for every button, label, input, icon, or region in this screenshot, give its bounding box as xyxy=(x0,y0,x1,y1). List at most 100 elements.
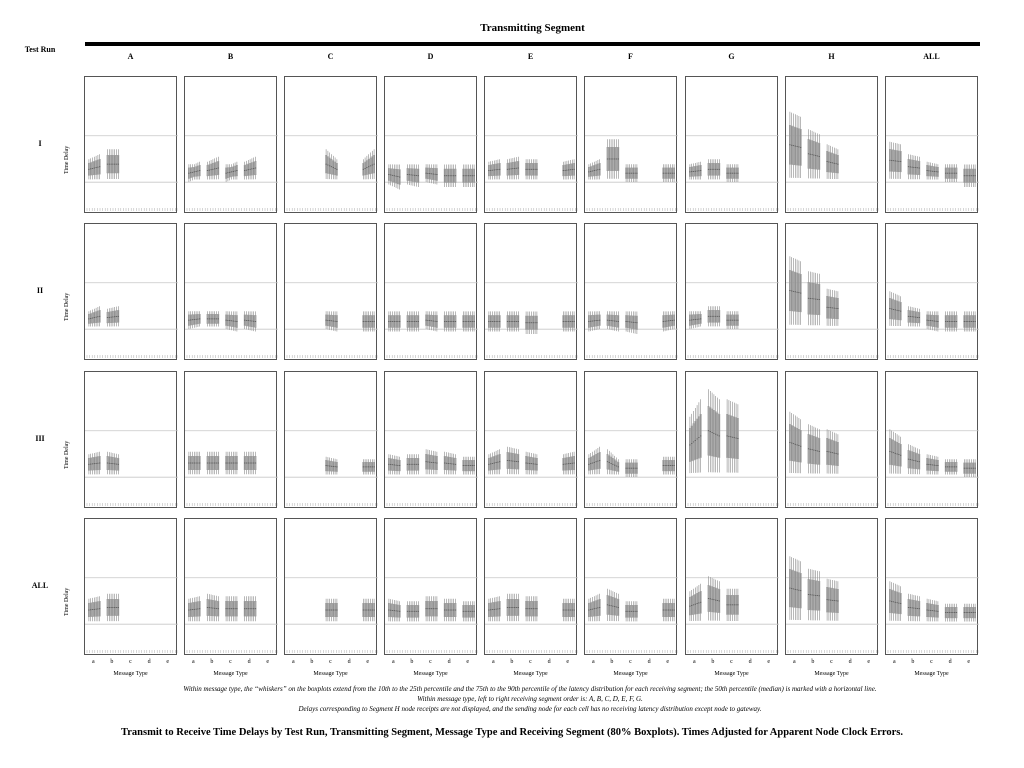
message-type-tick-label: d xyxy=(848,659,852,665)
panel-iii-b xyxy=(184,371,278,508)
panel-all-a xyxy=(84,518,178,655)
message-type-tick-label: c xyxy=(129,659,132,665)
message-type-tick-label: a xyxy=(792,659,796,665)
test-run-label: Test Run xyxy=(24,45,56,54)
x-axis-label: Message Type xyxy=(313,671,348,677)
x-axis-label: Message Type xyxy=(213,671,248,677)
y-axis-label: Time Delay xyxy=(64,587,70,616)
panel-plot xyxy=(485,577,578,653)
panel-i-g xyxy=(685,76,779,213)
panel-plot xyxy=(686,282,779,358)
panel-plot xyxy=(185,577,278,653)
row-header-i: I xyxy=(38,138,42,148)
message-type-tick-label: c xyxy=(930,659,933,665)
panel-plot xyxy=(786,256,879,358)
panel-i-b xyxy=(184,76,278,213)
column-header-d: D xyxy=(427,52,434,61)
header-rule xyxy=(85,42,980,46)
message-type-tick-label: c xyxy=(429,659,432,665)
row-header-iii: III xyxy=(35,433,45,443)
message-type-tick-label: b xyxy=(610,659,614,665)
column-header-a: A xyxy=(127,52,134,61)
panel-iii-d xyxy=(384,371,478,508)
panel-plot xyxy=(285,135,378,211)
message-type-tick-label: e xyxy=(867,659,871,665)
message-type-tick-label: e xyxy=(266,659,270,665)
panel-all-b xyxy=(184,518,278,655)
message-type-tick-label: e xyxy=(366,659,370,665)
message-type-tick-label: d xyxy=(447,659,451,665)
message-type-tick-label: c xyxy=(229,659,232,665)
panel-iii-all xyxy=(885,371,979,508)
panel-i-a xyxy=(84,76,178,213)
message-type-tick-label: b xyxy=(110,659,114,665)
message-type-tick-label: d xyxy=(647,659,651,665)
column-header-e: E xyxy=(527,52,534,61)
panel-i-h xyxy=(785,76,879,213)
panel-plot xyxy=(485,135,578,211)
panel-plot xyxy=(385,135,478,211)
panel-plot xyxy=(585,430,678,506)
panel-all-g xyxy=(685,518,779,655)
message-type-tick-label: a xyxy=(391,659,395,665)
panel-all-h xyxy=(785,518,879,655)
column-header-h: H xyxy=(828,52,835,61)
message-type-tick-label: d xyxy=(547,659,551,665)
panel-all-f xyxy=(584,518,678,655)
panel-plot xyxy=(185,430,278,506)
panel-plot xyxy=(285,282,378,358)
panel-iii-c xyxy=(284,371,378,508)
panel-iii-g xyxy=(685,371,779,508)
column-header-g: G xyxy=(728,52,735,61)
panel-plot xyxy=(385,430,478,506)
x-axis-label: Message Type xyxy=(814,671,849,677)
message-type-tick-label: c xyxy=(830,659,833,665)
panel-plot xyxy=(85,577,178,653)
y-axis-label: Time Delay xyxy=(64,292,70,321)
panel-all-d xyxy=(384,518,478,655)
message-type-tick-label: b xyxy=(811,659,815,665)
y-axis-label: Time Delay xyxy=(64,145,70,174)
panel-i-all xyxy=(885,76,979,213)
x-axis-label: Message Type xyxy=(613,671,648,677)
message-type-tick-label: a xyxy=(692,659,696,665)
note-line: Within message type, left to right recei… xyxy=(417,695,643,703)
message-type-tick-label: b xyxy=(510,659,514,665)
note-line: Within message type, the “whiskers” on t… xyxy=(183,685,877,693)
message-type-tick-label: b xyxy=(711,659,715,665)
panel-i-e xyxy=(484,76,578,213)
column-header-f: F xyxy=(628,52,633,61)
panel-ii-g xyxy=(685,223,779,360)
panel-iii-a xyxy=(84,371,178,508)
row-header-ii: II xyxy=(36,285,44,295)
message-type-tick-label: e xyxy=(466,659,470,665)
panel-ii-all xyxy=(885,223,979,360)
panel-ii-h xyxy=(785,223,879,360)
message-type-tick-label: e xyxy=(166,659,170,665)
x-axis-label: Message Type xyxy=(714,671,749,677)
x-axis-label: Message Type xyxy=(513,671,548,677)
panel-plot xyxy=(686,576,779,653)
panel-ii-b xyxy=(184,223,278,360)
column-header-c: C xyxy=(327,52,334,61)
panel-plot xyxy=(185,282,278,358)
panel-plot xyxy=(585,577,678,653)
message-type-tick-label: d xyxy=(147,659,151,665)
panel-iii-h xyxy=(785,371,879,508)
panel-plot xyxy=(585,135,678,211)
message-type-tick-label: a xyxy=(91,659,95,665)
panel-plot xyxy=(185,135,278,211)
column-header-all: ALL xyxy=(923,52,940,61)
panel-plot xyxy=(485,282,578,358)
panel-plot xyxy=(886,429,979,506)
panel-ii-c xyxy=(284,223,378,360)
x-axis-label: Message Type xyxy=(413,671,448,677)
message-type-tick-label: e xyxy=(767,659,771,665)
message-type-tick-label: a xyxy=(291,659,295,665)
panel-plot xyxy=(85,135,178,211)
panel-plot xyxy=(285,430,378,506)
panel-ii-d xyxy=(384,223,478,360)
panel-plot xyxy=(686,135,779,211)
message-type-tick-label: c xyxy=(629,659,632,665)
panel-all-all xyxy=(885,518,979,655)
